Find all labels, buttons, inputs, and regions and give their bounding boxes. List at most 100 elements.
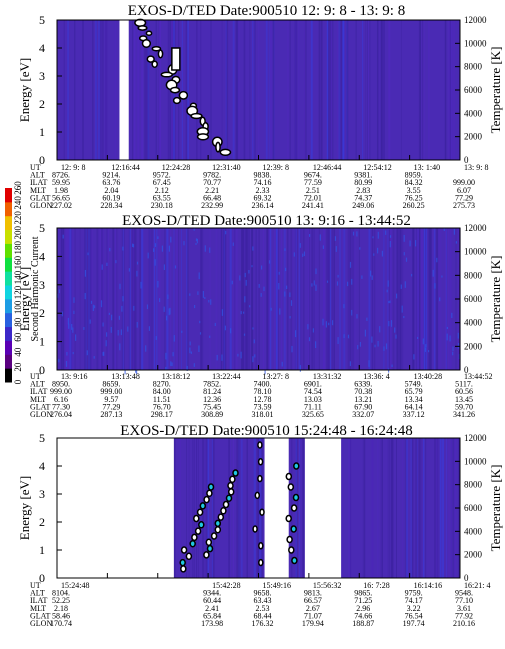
ephemeris-value: 7400. — [254, 380, 272, 389]
ephemeris-table: UTALTILATMLTGLATGLON15:24:488104.52.252.… — [30, 581, 490, 628]
y-tick-label: 3 — [39, 487, 45, 501]
heatmap-cell — [351, 309, 353, 316]
y2-tick-label: 4000 — [464, 318, 483, 328]
heatmap-cell — [106, 332, 108, 337]
heatmap-stripe — [281, 228, 283, 370]
heatmap-cell — [240, 311, 242, 315]
heatmap-stripe — [230, 438, 231, 578]
heatmap-stripe — [65, 228, 68, 370]
heatmap-cell — [87, 252, 89, 256]
heatmap-stripe — [358, 228, 360, 370]
heatmap-stripe — [376, 438, 379, 578]
heatmap-cell — [258, 284, 260, 288]
heatmap-cell — [132, 244, 135, 248]
heatmap-cell — [270, 307, 272, 311]
data-gap — [264, 438, 289, 578]
ephemeris-value: 188.87 — [352, 619, 374, 628]
ephemeris-value: 241.41 — [302, 201, 324, 210]
ephemeris-value: 260.25 — [403, 201, 425, 210]
ephemeris-value: 13.21 — [354, 395, 372, 404]
heatmap-stripe — [340, 20, 343, 160]
heatmap-stripe — [168, 20, 170, 160]
heatmap-stripe — [201, 228, 204, 370]
heatmap-stripe — [226, 20, 228, 160]
heatmap-stripe — [415, 438, 418, 578]
heatmap-cell — [83, 327, 85, 330]
heatmap-stripe — [149, 228, 150, 370]
ephemeris-value: 13.45 — [455, 395, 473, 404]
heatmap-stripe — [435, 228, 438, 370]
heatmap-stripe — [333, 228, 335, 370]
ephemeris-value: 84.32 — [405, 178, 423, 187]
ephemeris-value: 2.51 — [306, 186, 320, 195]
heatmap-stripe — [60, 228, 63, 370]
ephemeris-row-label: GLON — [30, 410, 52, 419]
heatmap-cell — [315, 284, 317, 291]
ephemeris-value: 9674. — [304, 171, 322, 180]
heatmap-cell — [106, 262, 108, 266]
ephemeris-value: 276.04 — [50, 410, 72, 419]
heatmap-feature — [257, 441, 263, 449]
heatmap-cell — [58, 289, 60, 294]
colorbar-swatch — [5, 188, 12, 203]
heatmap-stripe — [341, 228, 343, 370]
heatmap-cell — [75, 334, 77, 341]
heatmap-stripe — [137, 20, 140, 160]
heatmap-texture — [57, 228, 461, 375]
heatmap-feature — [257, 458, 264, 466]
ephemeris-value: 230.18 — [151, 201, 173, 210]
heatmap-cell — [122, 246, 124, 251]
heatmap-cell — [245, 279, 247, 286]
heatmap-cell — [120, 329, 122, 336]
heatmap-feature — [160, 71, 174, 78]
heatmap-feature — [290, 504, 298, 512]
y-tick-label: 4 — [39, 459, 45, 473]
heatmap-stripe — [240, 438, 243, 578]
heatmap-cell — [371, 336, 373, 343]
ephemeris-value: 332.07 — [352, 410, 374, 419]
heatmap-stripe — [101, 20, 104, 160]
heatmap-cell — [198, 345, 200, 352]
colorbar-swatch — [5, 326, 12, 341]
heatmap-cell — [307, 324, 309, 330]
y-tick-label: 1 — [39, 543, 45, 557]
heatmap-cell — [73, 310, 75, 314]
heatmap-cell — [388, 301, 390, 304]
heatmap-panel-1: EXOS-D/TED Date:900510 12: 9: 8 - 13: 9:… — [17, 3, 503, 210]
heatmap-cell — [243, 311, 245, 314]
heatmap-stripe — [63, 20, 65, 160]
heatmap-stripe — [302, 438, 304, 578]
heatmap-cell — [383, 346, 385, 351]
heatmap-stripe — [220, 228, 222, 370]
heatmap-stripe — [215, 228, 217, 370]
heatmap-stripe — [255, 228, 257, 370]
ephemeris-row-label: GLAT — [30, 402, 51, 411]
ephemeris-value: 74.66 — [354, 611, 372, 620]
heatmap-stripe — [389, 228, 392, 370]
heatmap-cell — [244, 296, 246, 303]
heatmap-cell — [390, 320, 393, 327]
x-tick-label: 12:46:44 — [313, 163, 341, 172]
heatmap-stripe — [105, 20, 108, 160]
ephemeris-value: 65.84 — [203, 611, 221, 620]
heatmap-stripe — [193, 438, 195, 578]
ephemeris-value: 2.53 — [256, 604, 270, 613]
heatmap-cell — [313, 280, 315, 286]
x-tick-label: 15:42:28 — [212, 581, 240, 590]
heatmap-stripe — [147, 20, 150, 160]
heatmap-stripe — [327, 228, 330, 370]
heatmap-feature — [141, 39, 152, 48]
heatmap-stripe — [229, 228, 232, 370]
heatmap-cell — [434, 283, 436, 289]
heatmap-cell — [299, 243, 301, 248]
colorbar-swatch — [5, 201, 12, 217]
heatmap-cell — [199, 332, 202, 335]
heatmap-stripe — [200, 228, 203, 370]
heatmap-cell — [181, 330, 183, 333]
heatmap-stripe — [307, 228, 310, 370]
x-tick-label: 13:13:48 — [111, 372, 139, 381]
heatmap-cell — [202, 291, 204, 298]
heatmap-cell — [458, 353, 460, 360]
heatmap-stripe — [412, 228, 415, 370]
x-tick-label: 12: 9: 8 — [61, 163, 85, 172]
